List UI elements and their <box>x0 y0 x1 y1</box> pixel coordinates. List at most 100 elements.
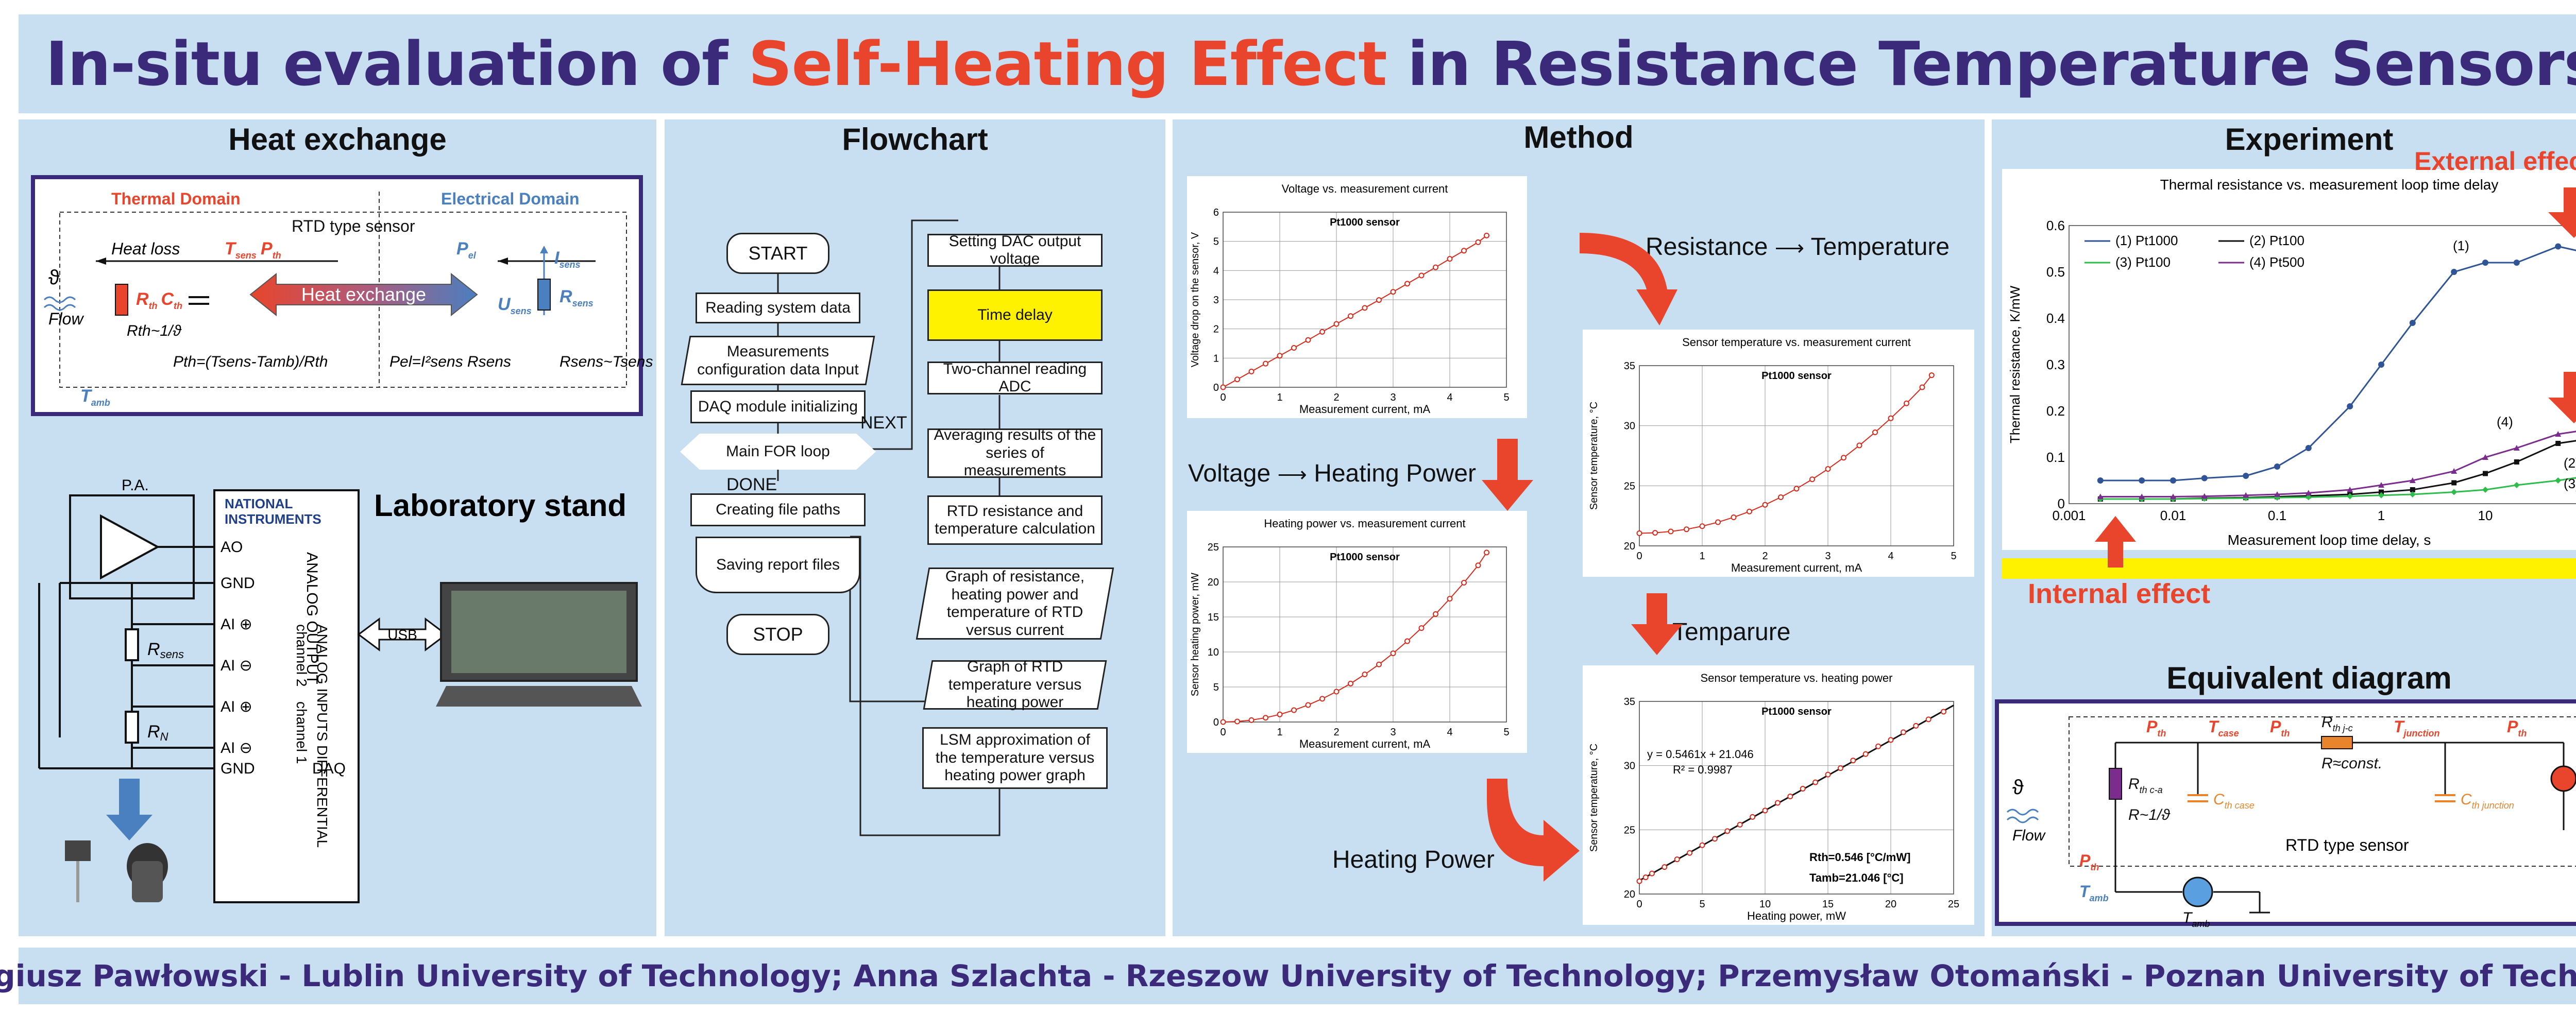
x-tick-label: 1 <box>1699 551 1705 562</box>
x-tick-label: 1 <box>2378 508 2385 523</box>
data-point <box>1913 723 1919 729</box>
eq-rthca-2: R <box>2128 806 2140 823</box>
rtd-sensor-label: RTD type sensor <box>292 217 415 235</box>
data-point <box>1825 466 1831 472</box>
svg-text:Rth: Rth <box>136 289 158 311</box>
eq-rthca-sub: th c-a <box>2140 785 2163 795</box>
series-annotation: (3) <box>2564 476 2576 491</box>
svg-text:R≈const.: R≈const. <box>2321 755 2382 772</box>
x-tick-label: 4 <box>1447 392 1452 403</box>
flow-two-channel: Two-channel reading ADC <box>927 360 1103 395</box>
voltage-power-label: Voltage ⟶ Heating Power <box>1188 459 1476 488</box>
svg-text:Pth: Pth <box>2146 717 2166 738</box>
daq-circuit <box>38 489 360 903</box>
chart-title: Heating power vs. measurement current <box>1264 517 1465 530</box>
svg-text:Pth: Pth <box>2079 851 2099 872</box>
plot-frame <box>1639 365 1954 546</box>
flow-saving-report: Saving report files <box>696 537 860 593</box>
r-th-resistor <box>115 284 128 316</box>
x-tick-label: 2 <box>1762 551 1768 562</box>
data-point <box>2139 477 2145 484</box>
data-point <box>1390 289 1396 295</box>
eq3-text: Pel=I²sens Rsens <box>389 353 511 370</box>
data-point <box>1234 376 1240 383</box>
data-point <box>1787 794 1793 800</box>
data-point <box>2483 471 2488 476</box>
lab-stand-title: Laboratory stand <box>374 488 626 523</box>
r-thjc-resistor <box>2321 736 2353 749</box>
t-amb-sub: amb <box>91 398 110 408</box>
footer-authors: Eligiusz Pawłowski - Lublin University o… <box>0 958 2576 993</box>
eq-rthca: R <box>2128 776 2140 793</box>
data-point <box>2555 243 2562 250</box>
data-point <box>1837 765 1843 771</box>
series-annotation: (2) <box>2564 455 2576 471</box>
usb-label: USB <box>387 627 417 643</box>
data-point <box>1809 476 1815 483</box>
eq-rthjc-const-rest: ≈const. <box>2333 755 2383 772</box>
svg-text:Tamb: Tamb <box>2182 909 2210 929</box>
legend-label: (4) Pt500 <box>2249 254 2304 270</box>
eq-rthjc-const: R <box>2321 755 2333 772</box>
x-tick-label: 0 <box>1636 899 1642 910</box>
gnd-pin-2: GND <box>221 760 255 777</box>
data-point <box>2451 489 2458 495</box>
data-point <box>1711 836 1718 842</box>
data-point <box>1461 248 1467 254</box>
chart-subtitle: Pt1000 sensor <box>1761 706 1832 717</box>
title-bar: In-situ evaluation of Self-Heating Effec… <box>19 14 2576 113</box>
thermal-domain-label: Thermal Domain <box>111 190 241 208</box>
data-point <box>1731 514 1737 520</box>
data-point <box>1376 661 1382 667</box>
heat-loss-label: Heat loss <box>111 239 180 258</box>
eq-tamb-1: T <box>2079 882 2091 901</box>
y-tick-label: 5 <box>1213 236 1219 248</box>
method-title: Method <box>1523 120 1634 154</box>
data-point <box>2410 487 2415 492</box>
title-part2: in Resistance Temperature Sensors <box>1386 28 2576 99</box>
analog-inputs-label: ANALOG INPUTS DIFFERENTIAL <box>314 624 330 848</box>
data-point <box>1762 807 1768 814</box>
data-point <box>2451 468 2458 474</box>
y-tick-label: 0.5 <box>2046 264 2065 280</box>
daq-label: DAQ <box>312 760 346 777</box>
x-tick-label: 10 <box>2478 508 2493 523</box>
x-axis-label: Measurement current, mA <box>1299 403 1431 416</box>
y-tick-label: 10 <box>1208 647 1219 658</box>
eq-pth-2-sub: th <box>2281 728 2290 738</box>
rn-label: R <box>147 722 160 742</box>
data-point <box>1333 689 1340 695</box>
eq-tjunction: T <box>2394 717 2405 736</box>
data-point <box>2555 441 2561 446</box>
heating-power-label: Heating Power <box>1332 846 1495 873</box>
data-point <box>1220 719 1226 725</box>
svg-text:Pth: Pth <box>2507 717 2527 738</box>
chart-temp-power-box: Sensor temperature vs. heating power 20 25… <box>1583 665 1974 925</box>
x-tick-label: 0.1 <box>2268 508 2286 523</box>
chart-thermal-resistance: Thermal resistance vs. measurement loop … <box>2007 177 2576 548</box>
temparure-label: Temparure <box>1672 618 1791 646</box>
vp-from: Voltage <box>1188 460 1271 487</box>
eq-tcase: T <box>2208 717 2219 736</box>
svg-text:Cth case: Cth case <box>2213 791 2255 811</box>
x-tick-label: 15 <box>1822 899 1834 910</box>
data-point <box>2555 477 2562 484</box>
flow-rtd-calc: RTD resistance and temperature calculati… <box>927 495 1103 545</box>
y-tick-label: 0.3 <box>2046 357 2065 372</box>
data-point <box>2201 493 2208 499</box>
heat-exchange-arrow-label: Heat exchange <box>301 284 426 305</box>
data-point <box>1856 442 1862 449</box>
eq-pth-1-sub: th <box>2157 728 2166 738</box>
flow-lsm: LSM approximation of the temperature ver… <box>922 727 1108 789</box>
svg-text:Pth: Pth <box>2270 717 2290 738</box>
chart-power-box: Heating power vs. measurement current 0 5 1… <box>1187 511 1527 753</box>
equivalent-title: Equivalent diagram <box>2166 661 2452 695</box>
fit-r2: R² = 0.9987 <box>1673 763 1733 776</box>
svg-text:Tjunction: Tjunction <box>2394 717 2440 738</box>
data-point <box>2409 320 2416 326</box>
data-point <box>1687 850 1693 856</box>
x-axis-label: Measurement current, mA <box>1299 737 1431 750</box>
flow-measurements-config-text: Measurements configuration data Input <box>697 342 859 378</box>
chart-voltage: Voltage vs. measurement current 0 1 2 3 4 5 6 0 1… <box>1190 182 1510 416</box>
data-point <box>1447 596 1453 602</box>
